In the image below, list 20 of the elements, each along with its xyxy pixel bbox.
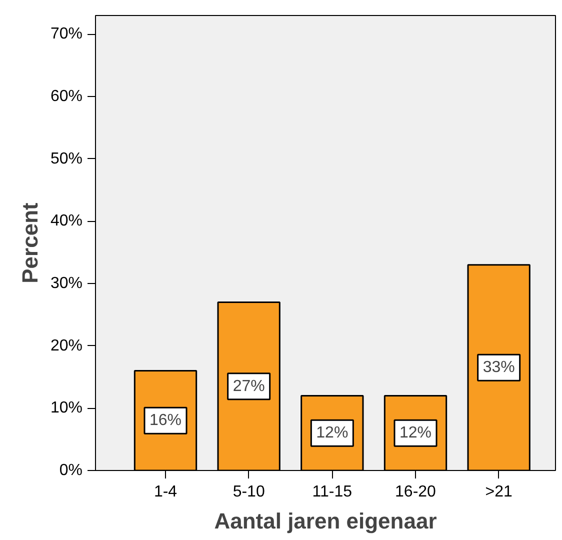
data-label: 27% <box>232 378 265 395</box>
y-tick-label: 10% <box>50 400 83 417</box>
data-label: 16% <box>149 412 182 430</box>
y-tick-label: 60% <box>50 88 83 106</box>
x-tick-label: 16-20 <box>395 484 436 500</box>
x-tick-label: 11-15 <box>312 484 352 500</box>
data-label: 33% <box>482 359 515 376</box>
y-tick-label: 50% <box>50 150 83 168</box>
data-label: 12% <box>316 424 348 442</box>
x-tick-label: 5-10 <box>232 484 265 500</box>
data-label: 12% <box>399 424 432 442</box>
x-axis-title: Aantal jaren eigenaar <box>214 508 438 534</box>
y-tick-label: 40% <box>50 212 83 230</box>
y-tick-label: 30% <box>50 275 83 292</box>
y-tick-label: 70% <box>50 26 83 43</box>
y-axis-title: Percent <box>17 202 42 284</box>
y-tick-label: 0% <box>59 462 82 479</box>
y-tick-label: 20% <box>50 337 83 354</box>
x-tick-label: >21 <box>485 484 513 500</box>
x-tick-label: 1-4 <box>154 484 178 500</box>
